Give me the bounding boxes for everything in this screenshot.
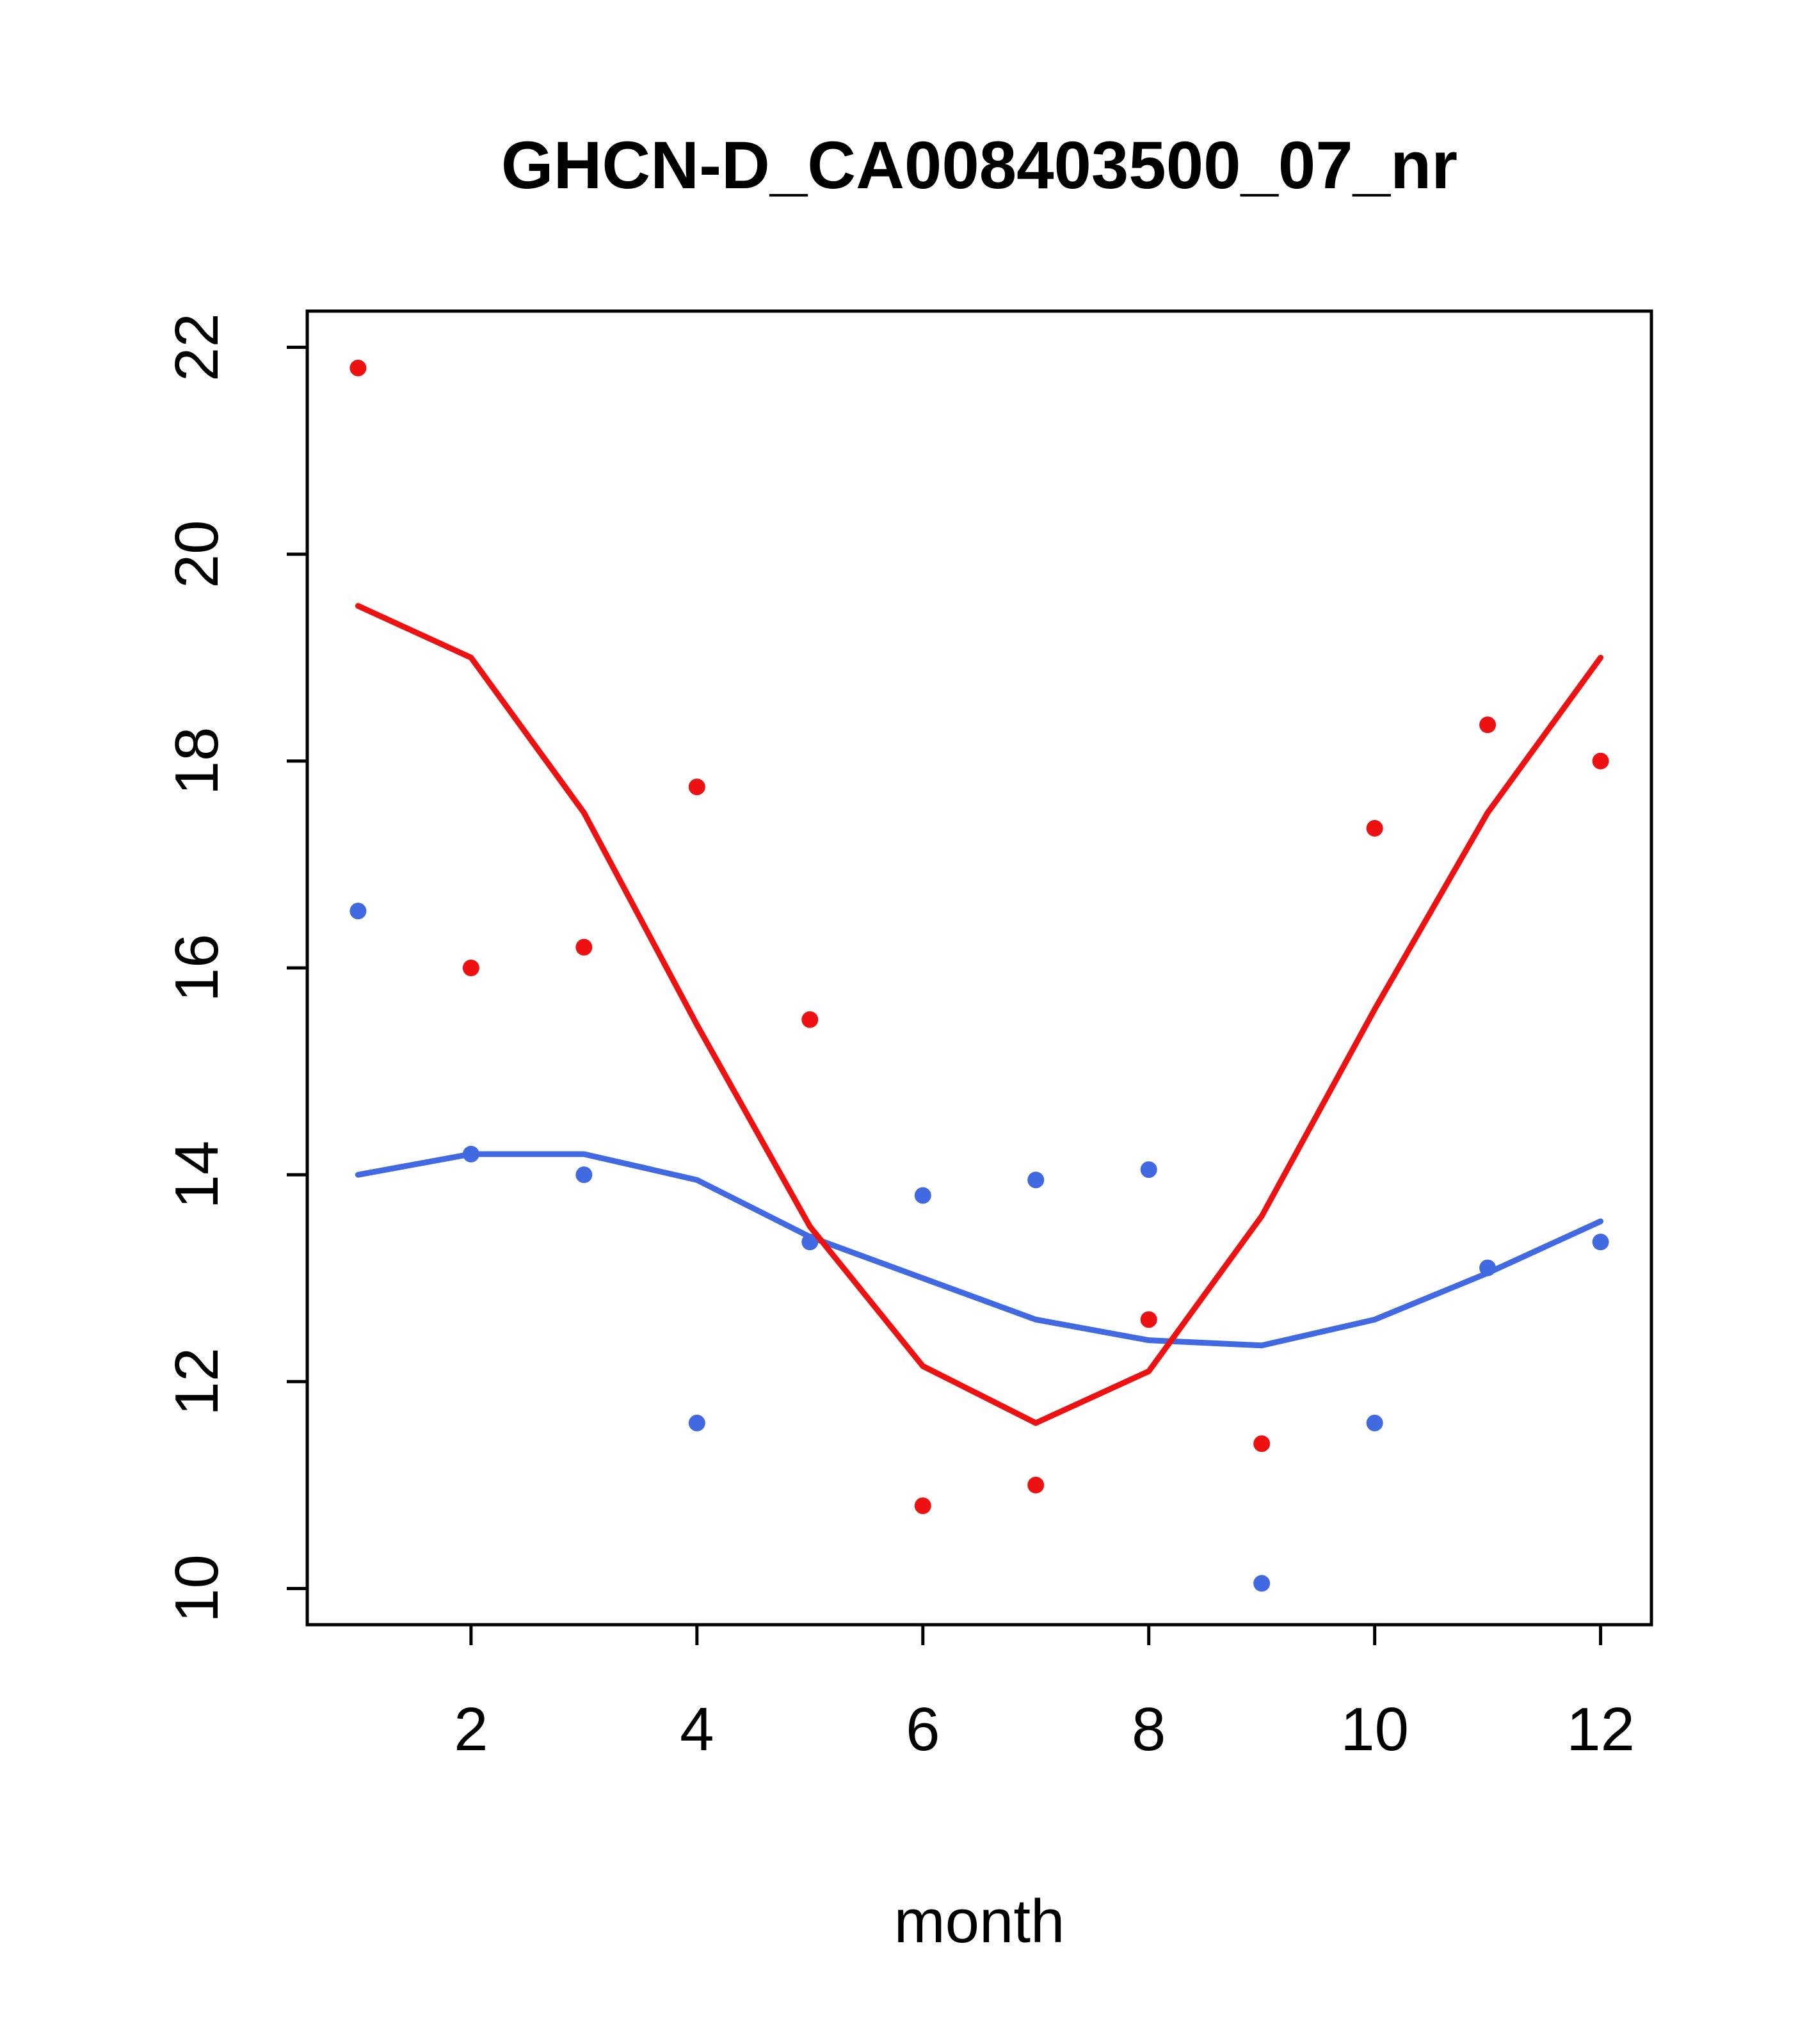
y-tick-label: 20 xyxy=(163,520,231,588)
blue-points-point xyxy=(1140,1161,1157,1179)
red-points-point xyxy=(1027,1476,1045,1493)
blue-points-point xyxy=(1027,1171,1045,1189)
blue-points-point xyxy=(1366,1414,1383,1431)
red-points-point xyxy=(575,938,593,956)
blue-line xyxy=(355,1151,1604,1349)
blue-points-point xyxy=(575,1166,593,1184)
red-points-point xyxy=(1479,716,1497,734)
x-tick-label: 10 xyxy=(1340,1695,1409,1764)
red-points-point xyxy=(1253,1435,1271,1453)
plot-box xyxy=(305,309,1653,1627)
x-tick-label: 8 xyxy=(1132,1695,1166,1764)
red-points-point xyxy=(801,1011,819,1028)
x-axis-label: month xyxy=(894,1887,1065,1956)
y-tick-label: 12 xyxy=(163,1348,231,1416)
blue-points-point xyxy=(688,1414,705,1431)
blue-points-point xyxy=(349,903,367,920)
y-tick-label: 16 xyxy=(163,934,231,1002)
red-points-point xyxy=(349,359,367,376)
x-tick-label: 2 xyxy=(454,1695,488,1764)
red-points-point xyxy=(914,1497,931,1515)
y-tick-label: 10 xyxy=(163,1554,231,1623)
blue-points-point xyxy=(914,1187,931,1204)
plot-area: 2 4 6 8 10 12 10 12 14 16 18 20 22 xyxy=(163,309,1653,1764)
blue-points-point xyxy=(1253,1575,1271,1592)
blue-points-point xyxy=(1592,1234,1609,1251)
y-tick-label: 14 xyxy=(163,1141,231,1209)
x-tick-label: 4 xyxy=(680,1695,714,1764)
red-points-point xyxy=(1140,1311,1157,1328)
y-tick-label: 18 xyxy=(163,727,231,795)
red-points-point xyxy=(1366,819,1383,837)
red-points-point xyxy=(688,778,705,796)
y-tick-label: 22 xyxy=(163,313,231,382)
x-tick-label: 6 xyxy=(906,1695,940,1764)
red-points-point xyxy=(462,960,479,976)
red-points-point xyxy=(1592,752,1609,769)
chart-title: GHCN-D_CA008403500_07_nr xyxy=(501,128,1457,203)
x-tick-label: 12 xyxy=(1566,1695,1635,1764)
red-line xyxy=(355,602,1604,1426)
